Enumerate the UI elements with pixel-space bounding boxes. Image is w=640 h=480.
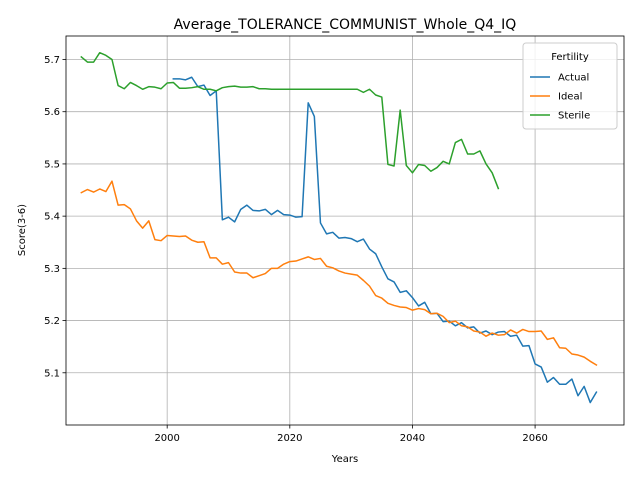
chart-title: Average_TOLERANCE_COMMUNIST_Whole_Q4_IQ [174,17,517,33]
y-tick-label: 5.7 [44,55,60,66]
legend: Fertility Actual Ideal Sterile [522,42,618,130]
y-tick-label: 5.5 [44,159,60,170]
plot-frame [65,35,625,426]
legend-label-actual: Actual [558,73,589,84]
y-axis-label: Score(3-6) [17,204,28,256]
series-line-sterile [80,51,500,190]
x-tick-label: 2040 [400,433,425,444]
series-line-ideal [80,180,598,366]
x-tick-label: 2060 [522,433,547,444]
y-tick-label: 5.2 [44,316,60,327]
legend-box [522,42,618,130]
y-tick-label: 5.4 [44,212,60,223]
x-tick-label: 2000 [154,433,179,444]
y-tick-label: 5.6 [44,107,60,118]
legend-label-ideal: Ideal [558,92,582,103]
series-line-actual [172,76,598,404]
y-tick-label: 5.1 [44,368,60,379]
series-lines [80,51,598,404]
legend-title: Fertility [551,52,589,63]
y-tick-label: 5.3 [44,264,60,275]
x-tick-label: 2020 [277,433,302,444]
grid-lines [66,36,624,425]
axis-ticks: 2000 2020 2040 2060 5.1 5.2 5.3 5.4 5.5 5.6 5.7 [44,55,548,444]
x-axis-label: Years [331,454,358,465]
legend-label-sterile: Sterile [558,111,590,122]
